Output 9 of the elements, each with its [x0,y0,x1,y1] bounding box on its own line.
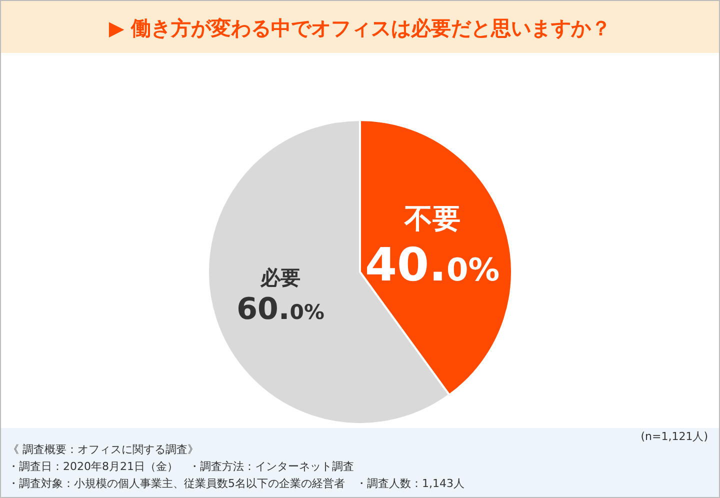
text: 《 調査概要：オフィスに関する調査》 [8,443,198,456]
text: ・調査日：2020年8月21日（金） ・調査方法：インターネット調査 [8,460,354,473]
data-label: 60.0% [236,292,324,327]
data-label: 40.0% [364,238,500,292]
slice-label: 必要 [259,265,300,290]
text: (n=1,121人) [640,430,708,443]
chart-title: ▶ 働き方が変わる中でオフィスは必要だと思いますか？ [108,16,612,40]
slice-label: 不要 [403,202,460,235]
text: ・調査対象：小規模の個人事業主、従業員数5名以下の企業の経営者 ・調査人数：1,143人 [8,477,464,490]
